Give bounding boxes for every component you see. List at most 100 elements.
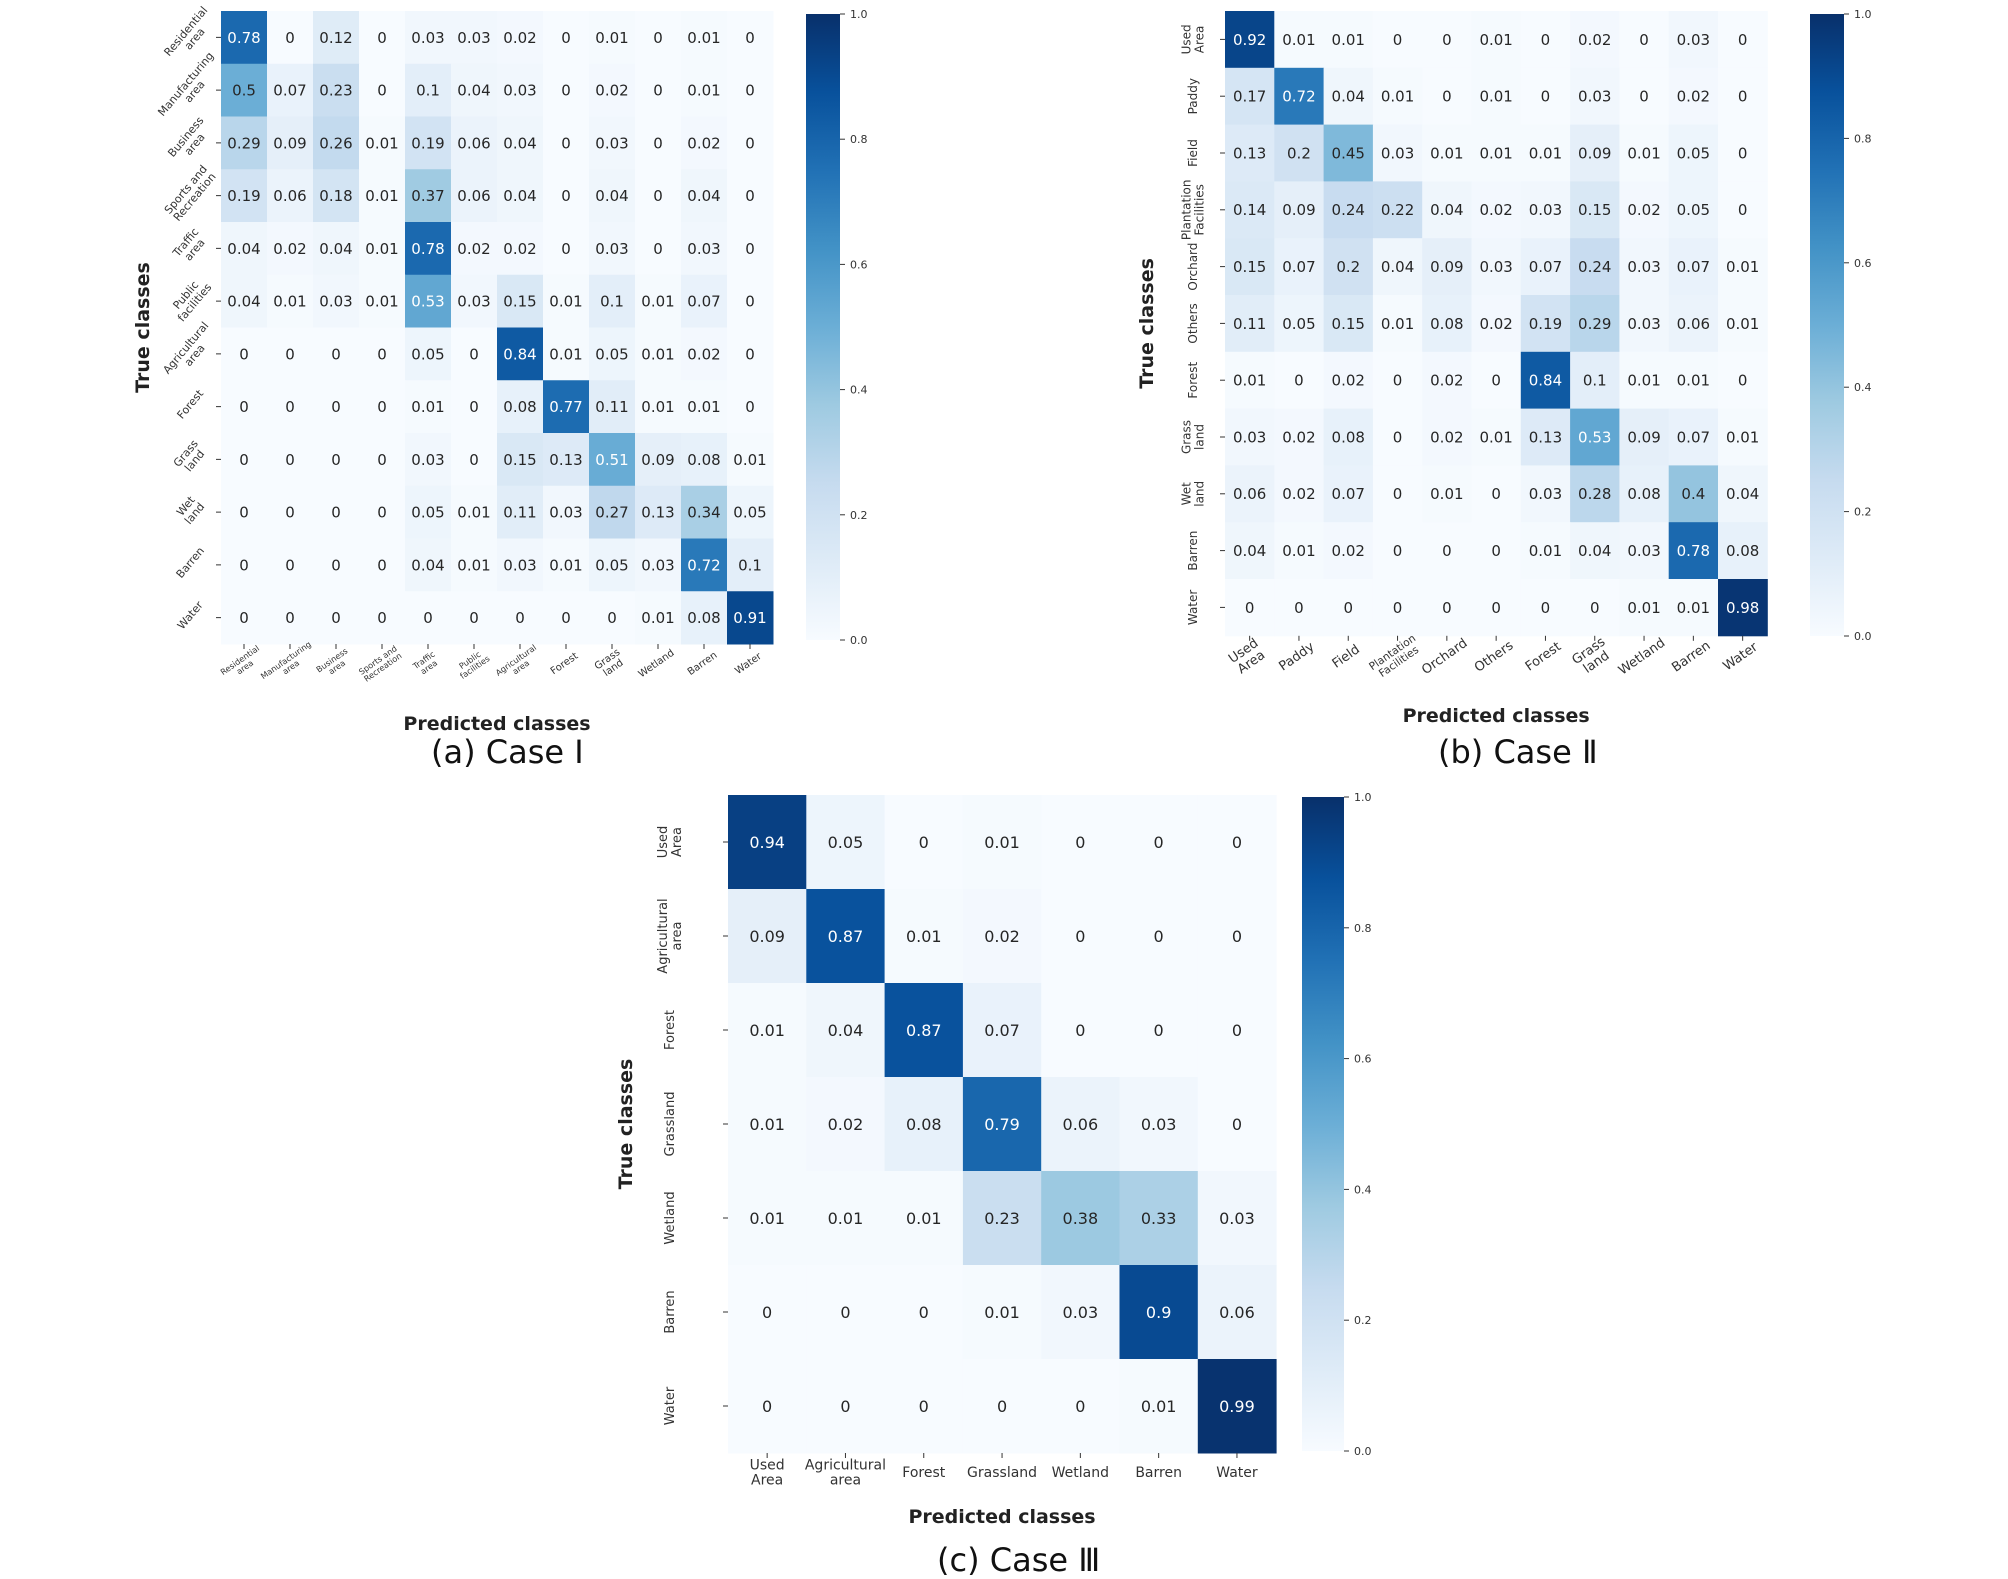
heatmap-cell (1619, 351, 1670, 410)
cell-value-label: 0 (745, 29, 755, 47)
heatmap-cell (1323, 181, 1374, 239)
heatmap-cell (1570, 295, 1620, 353)
heatmap-cell (1225, 11, 1275, 69)
heatmap-cell (267, 274, 314, 328)
cell-value-label: 0.03 (1141, 1115, 1177, 1134)
y-tick-label: Orchard (1186, 243, 1200, 291)
heatmap-cell (1619, 181, 1670, 239)
heatmap-cell (1323, 522, 1374, 580)
heatmap-cell (635, 433, 682, 487)
heatmap-cell (543, 327, 590, 381)
cell-value-label: 0.01 (641, 345, 674, 363)
heatmap-cell (1225, 238, 1275, 296)
cell-value-label: 0.06 (457, 134, 490, 152)
heatmap-cell (806, 1359, 886, 1454)
heatmap-cell (543, 591, 590, 645)
cell-value-label: 0.01 (687, 29, 720, 47)
cell-value-label: 0 (1232, 927, 1242, 946)
cell-value-label: 0.03 (641, 556, 674, 574)
heatmap-cell (1274, 67, 1325, 126)
heatmap-cell (1323, 11, 1374, 69)
cell-value-label: 0.9 (1146, 1303, 1171, 1322)
heatmap-cell (543, 11, 590, 65)
heatmap-cell (267, 591, 314, 645)
cell-value-label: 0.07 (273, 82, 306, 100)
heatmap-cell (1520, 522, 1571, 580)
cell-value-label: 0.02 (457, 240, 490, 258)
heatmap-cell (681, 327, 728, 381)
y-tick-label: UsedArea (1180, 24, 1207, 54)
heatmap-cell (1274, 579, 1325, 637)
heatmap-cell (1520, 181, 1571, 239)
cell-value-label: 0.09 (749, 927, 785, 946)
cell-value-label: 0.51 (595, 451, 628, 469)
cell-value-label: 0.02 (503, 29, 536, 47)
cell-value-label: 0.4 (1681, 485, 1705, 503)
heatmap-cell (405, 63, 452, 117)
cell-value-label: 0 (285, 29, 295, 47)
x-tick-label: Forest (902, 1465, 945, 1481)
heatmap-cell (1471, 67, 1522, 126)
cell-value-label: 0 (1590, 599, 1600, 617)
cell-value-label: 0 (377, 504, 387, 522)
heatmap-cell (1570, 67, 1620, 126)
heatmap-cell (1471, 238, 1522, 296)
cell-value-label: 0.06 (1219, 1303, 1255, 1322)
cell-value-label: 0.02 (595, 82, 628, 100)
y-axis-label: True classes (615, 1059, 637, 1190)
cell-value-label: 0.01 (1332, 31, 1365, 49)
cell-value-label: 0 (1442, 542, 1452, 560)
cell-value-label: 0 (1393, 31, 1403, 49)
cell-value-label: 0.01 (549, 556, 582, 574)
heatmap-cell (1323, 351, 1374, 410)
cell-value-label: 0.03 (411, 29, 444, 47)
cell-value-label: 0.01 (984, 1303, 1020, 1322)
cell-value-label: 0 (469, 345, 479, 363)
heatmap-cell (727, 63, 774, 117)
cell-value-label: 0 (561, 29, 571, 47)
heatmap-cell (1570, 408, 1620, 466)
cell-value-label: 0 (840, 1397, 850, 1416)
cell-value-label: 0.19 (227, 187, 260, 205)
heatmap-cell (1619, 408, 1670, 466)
heatmap-cell (451, 591, 498, 645)
cell-value-label: 0 (1154, 1021, 1164, 1040)
x-tick-label: Wetland (1052, 1465, 1109, 1481)
heatmap-cell (1041, 1077, 1120, 1172)
cell-value-label: 0.01 (1726, 258, 1759, 276)
y-axis-label: True classes (132, 262, 154, 393)
heatmap-cell (1197, 795, 1277, 890)
cell-value-label: 0 (762, 1397, 772, 1416)
heatmap-cell (1372, 351, 1423, 410)
heatmap-cell (1225, 465, 1275, 523)
cell-value-label: 0.03 (1529, 485, 1562, 503)
heatmap-cell (313, 222, 360, 276)
heatmap-cell (405, 433, 452, 487)
cell-value-label: 0.13 (1233, 144, 1266, 162)
cell-value-label: 0.37 (411, 187, 444, 205)
cell-value-label: 0.09 (1627, 428, 1660, 446)
heatmap-cell (497, 485, 544, 539)
heatmap-cell (313, 63, 360, 117)
heatmap-cell (1520, 11, 1571, 69)
heatmap-cell (1197, 983, 1277, 1078)
cell-value-label: 0.01 (411, 398, 444, 416)
cell-value-label: 0 (1491, 372, 1501, 390)
cell-value-label: 0.07 (1282, 258, 1315, 276)
cell-value-label: 0.01 (749, 1209, 785, 1228)
cell-value-label: 0.19 (1529, 315, 1562, 333)
heatmap-cell (1274, 295, 1325, 353)
colorbar-tick-label: 0.6 (1854, 257, 1872, 270)
cell-value-label: 0.01 (1627, 144, 1660, 162)
colorbar-tick-label: 0.8 (1854, 132, 1872, 145)
cell-value-label: 0.19 (411, 134, 444, 152)
cell-value-label: 0 (469, 451, 479, 469)
cell-value-label: 0.34 (687, 504, 720, 522)
cell-value-label: 0.01 (1627, 372, 1660, 390)
cell-value-label: 0 (1294, 372, 1304, 390)
colorbar-tick-label: 0.0 (1354, 1445, 1372, 1458)
heatmap-cell (221, 538, 268, 592)
x-axis-label: Predicted classes (908, 1506, 1095, 1528)
cell-value-label: 0 (1541, 88, 1551, 106)
